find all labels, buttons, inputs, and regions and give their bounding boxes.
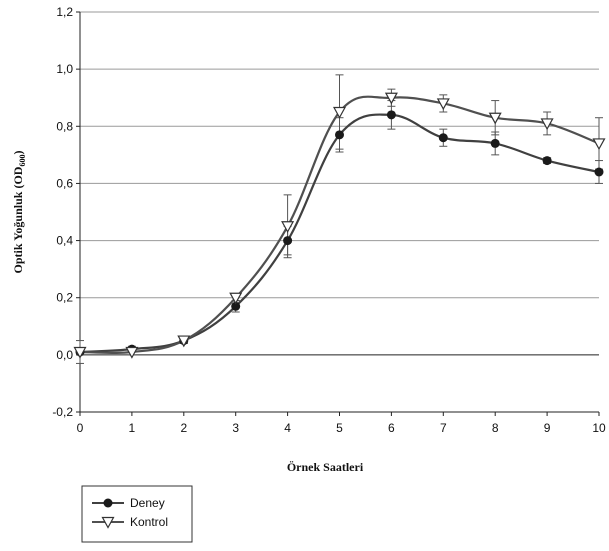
x-tick-label: 6 (388, 421, 395, 435)
gridlines (80, 11, 599, 299)
legend-item-kontrol: Kontrol (92, 515, 168, 529)
x-tick-label: 5 (336, 421, 343, 435)
data-point-kontrol (332, 106, 347, 119)
data-point-kontrol (177, 335, 191, 348)
x-tick-label: 0 (77, 421, 84, 435)
legend-label-kontrol: Kontrol (130, 515, 168, 529)
x-tick-label: 1 (129, 421, 136, 435)
x-tick-label: 8 (492, 421, 499, 435)
data-point-kontrol (436, 98, 450, 111)
x-axis-title: Örnek Saatleri (287, 460, 364, 474)
data-point-deney (438, 133, 448, 143)
data-point-deney (490, 138, 500, 148)
data-point-deney (231, 301, 241, 311)
y-tick-label: -0,2 (52, 405, 73, 419)
axes (76, 11, 600, 416)
x-tick-label: 7 (440, 421, 447, 435)
series-line-kontrol (79, 95, 600, 355)
y-axis-title-close: ) (11, 151, 25, 155)
tick-labels: -0,2 0,0 0,2 0,4 0,6 0,8 1,0 1,2 0 1 2 3 4 5 6 7 8 9 10 (52, 5, 606, 435)
data-point-deney (386, 110, 396, 120)
data-point-kontrol (540, 118, 554, 131)
x-tick-label: 4 (284, 421, 291, 435)
series-markers (73, 92, 606, 359)
y-tick-label: 0,8 (56, 119, 73, 133)
data-point-kontrol (125, 346, 139, 359)
y-tick-label: 0,2 (56, 291, 73, 305)
legend-marker-deney (103, 498, 113, 508)
data-point-kontrol (73, 346, 87, 359)
y-axis-title-subscript: 600 (18, 155, 27, 167)
x-tick-label: 3 (232, 421, 239, 435)
data-point-kontrol (281, 221, 295, 234)
data-point-deney (283, 236, 293, 246)
x-tick-label: 2 (180, 421, 187, 435)
y-axis-title: Optik Yoğunluk (OD600) (11, 151, 27, 274)
data-point-deney (594, 167, 604, 177)
data-point-kontrol (592, 138, 606, 151)
y-axis-title-main: Optik Yoğunluk (OD (11, 166, 25, 273)
data-point-kontrol (488, 112, 502, 125)
y-tick-label: 0,4 (56, 234, 73, 248)
y-tick-label: 0,6 (56, 176, 73, 190)
series-lines (79, 95, 600, 355)
legend: Deney Kontrol (81, 485, 193, 543)
x-tick-label: 10 (592, 421, 606, 435)
legend-box (81, 485, 193, 543)
data-point-deney (542, 156, 552, 166)
y-tick-label: 1,2 (56, 5, 73, 19)
x-tick-label: 9 (544, 421, 551, 435)
data-point-kontrol (384, 92, 398, 105)
y-tick-label: 0,0 (56, 348, 73, 362)
legend-label-deney: Deney (130, 496, 165, 510)
legend-item-deney: Deney (92, 496, 165, 510)
data-point-kontrol (229, 292, 243, 305)
legend-marker-kontrol (101, 516, 115, 529)
data-point-deney (335, 130, 344, 140)
y-tick-label: 1,0 (56, 62, 73, 76)
